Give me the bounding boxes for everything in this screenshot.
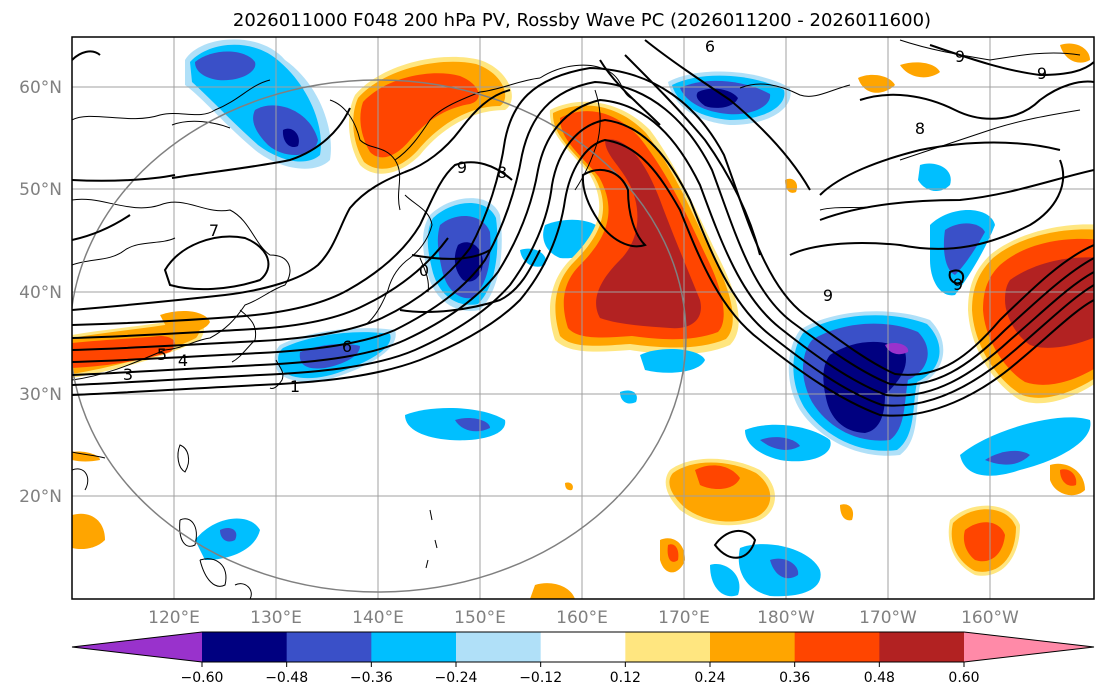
contour-label: 6 <box>705 37 715 56</box>
lon-label: 160°W <box>961 608 1019 628</box>
lat-label: 60°N <box>19 78 62 98</box>
lon-label: 130°E <box>250 608 302 628</box>
colorbar-segment <box>879 632 965 662</box>
pv-anomaly-shading <box>72 39 1094 599</box>
lon-label: 170°E <box>658 608 710 628</box>
lon-label: 140°E <box>352 608 404 628</box>
colorbar-tick-label: 0.24 <box>694 670 725 686</box>
contour-label: 8 <box>915 119 925 138</box>
negative-anomaly-subtropics <box>274 328 396 382</box>
lat-label: 40°N <box>19 283 62 303</box>
lat-label: 30°N <box>19 385 62 405</box>
colorbar-tick-label: 0.36 <box>779 670 810 686</box>
colorbar-tick-label: 0.48 <box>864 670 895 686</box>
colorbar-tick-label: −0.12 <box>519 670 562 686</box>
projection-circle <box>72 79 687 593</box>
contour-label: 9 <box>457 158 467 177</box>
colorbar-segment <box>540 632 626 662</box>
colorbar-tick-label: −0.36 <box>350 670 393 686</box>
contour-labels: 9 8 6 7 0 5 4 3 6 1 9 8 9 9 9 <box>123 37 1047 396</box>
negative-anomaly-northwest <box>185 39 331 169</box>
colorbar-tick-label: −0.24 <box>435 670 478 686</box>
contour-label: 5 <box>157 345 167 364</box>
colorbar-segment <box>202 632 288 662</box>
contour-label: 9 <box>953 275 963 294</box>
contour-label: 7 <box>209 221 219 240</box>
contour-label: 9 <box>1037 64 1047 83</box>
colorbar-segment <box>456 632 542 662</box>
positive-anomaly-central-pacific <box>549 101 739 355</box>
coastlines <box>72 39 1081 599</box>
colorbar-extend-low <box>72 632 202 662</box>
lon-label: 170°W <box>859 608 917 628</box>
latitude-labels: 60°N 50°N 40°N 30°N 20°N <box>19 78 62 507</box>
lat-label: 50°N <box>19 180 62 200</box>
pv-contours <box>72 39 1094 559</box>
contour-label: 3 <box>123 365 133 384</box>
colorbar-segment <box>794 632 880 662</box>
lon-label: 160°E <box>556 608 608 628</box>
colorbar-tick-label: −0.60 <box>181 670 224 686</box>
contour-label: 9 <box>823 286 833 305</box>
colorbar-tick-label: 0.12 <box>610 670 641 686</box>
colorbar-segment <box>710 632 796 662</box>
colorbar-segment <box>625 632 711 662</box>
colorbar-tick-label: 0.60 <box>948 670 979 686</box>
contour-label: 0 <box>419 261 429 280</box>
lat-label: 20°N <box>19 487 62 507</box>
colorbar-segment <box>371 632 457 662</box>
contour-label: 4 <box>178 351 188 370</box>
figure-title: 2026011000 F048 200 hPa PV, Rossby Wave … <box>233 10 931 31</box>
lon-label: 150°E <box>454 608 506 628</box>
colorbar: −0.60 −0.48 −0.36 −0.24 −0.12 0.12 0.24 0.36 0.4… <box>71 631 1095 686</box>
map-frame <box>71 36 1095 600</box>
colorbar-segment <box>286 632 372 662</box>
lon-label: 180°W <box>757 608 815 628</box>
map-area: 9 8 6 7 0 5 4 3 6 1 9 8 9 9 9 <box>72 37 1094 599</box>
contour-label: 8 <box>497 163 507 182</box>
lon-label: 120°E <box>148 608 200 628</box>
contour-label: 6 <box>342 337 352 356</box>
contour-label: 9 <box>955 47 965 66</box>
positive-anomaly-okhotsk <box>348 56 512 174</box>
longitude-labels: 120°E 130°E 140°E 150°E 160°E 170°E 180°… <box>148 608 1019 628</box>
colorbar-extend-high <box>964 632 1094 662</box>
contour-label: 1 <box>290 377 300 396</box>
colorbar-tick-label: −0.48 <box>265 670 308 686</box>
